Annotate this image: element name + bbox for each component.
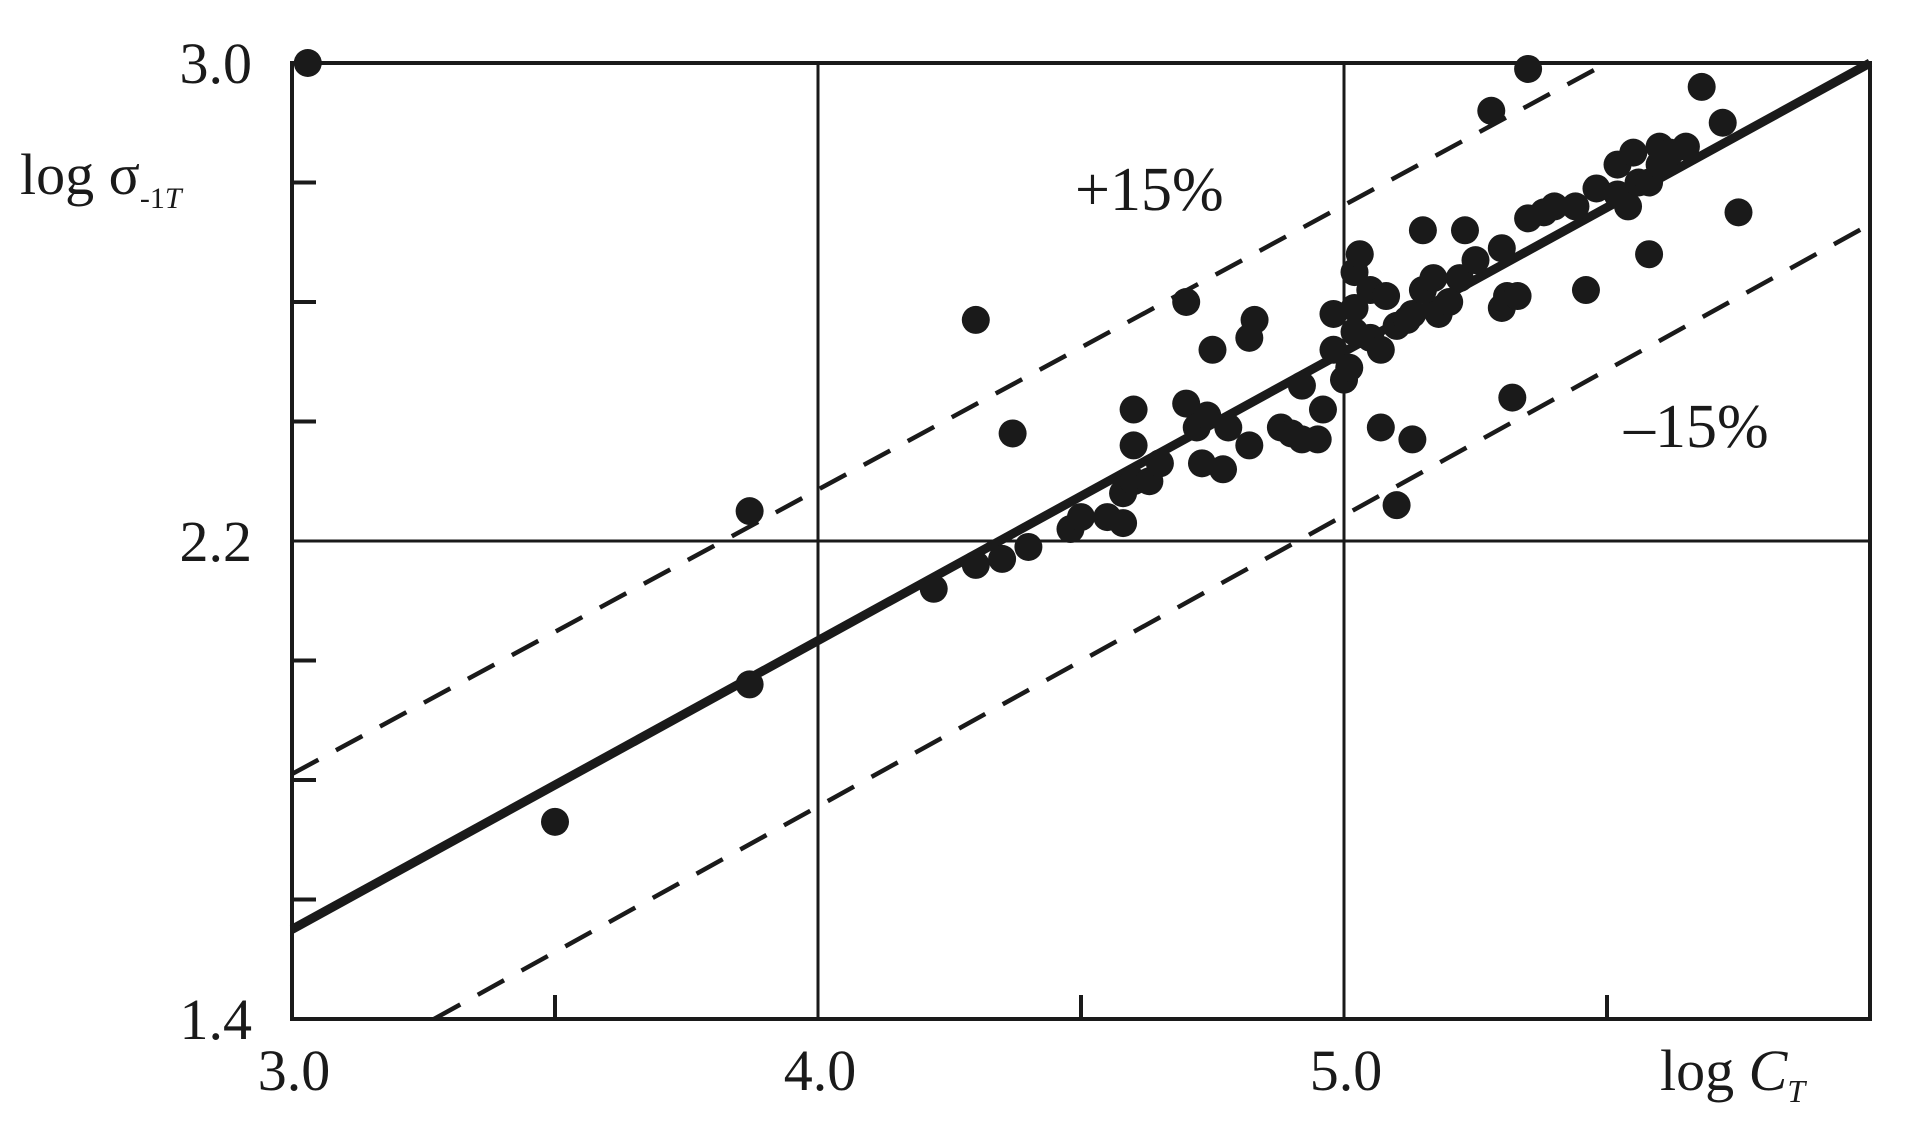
data-point (988, 544, 1017, 573)
y-axis-label-sub: -1 (140, 182, 165, 215)
upper-band-label: +15% (1075, 156, 1224, 224)
data-point (1014, 532, 1043, 561)
x-axis-label-main: log (1660, 1038, 1749, 1103)
grid-lines (292, 63, 1870, 1019)
data-point (1067, 503, 1095, 532)
data-point (1145, 449, 1174, 478)
data-point (1303, 425, 1332, 454)
data-point (1209, 455, 1238, 484)
y-tick-label: 3.0 (180, 31, 253, 96)
data-point (1119, 431, 1148, 460)
y-axis-label-sub-italic: T (165, 182, 184, 215)
data-point (1619, 138, 1648, 167)
data-point (1240, 305, 1269, 334)
data-point (1450, 216, 1479, 245)
x-tick-label: 3.0 (258, 1038, 331, 1103)
data-point (1540, 192, 1569, 221)
data-point (1366, 413, 1395, 442)
data-point (1561, 192, 1590, 221)
data-point (1614, 192, 1643, 221)
data-point (1193, 401, 1222, 430)
data-point (1187, 449, 1216, 478)
lower-band-line (432, 222, 1872, 1021)
data-point (1335, 353, 1364, 382)
data-point (735, 497, 764, 526)
data-point (1487, 234, 1516, 263)
data-point (1687, 72, 1716, 101)
data-point (1498, 383, 1527, 412)
x-axis-label-sub: T (1787, 1073, 1807, 1109)
data-point (1635, 240, 1664, 269)
data-point (735, 670, 764, 699)
data-point (1461, 246, 1490, 275)
y-tick-label: 1.4 (180, 987, 253, 1052)
data-point (1340, 293, 1369, 322)
fit-line-group (289, 59, 1873, 934)
data-point (1109, 509, 1138, 538)
data-point (1408, 216, 1437, 245)
data-point (1582, 174, 1611, 203)
data-point (1671, 132, 1700, 161)
y-tick-label: 2.2 (180, 509, 253, 574)
data-point (1287, 371, 1316, 400)
data-point (1445, 264, 1474, 293)
data-point (1571, 276, 1600, 305)
x-axis-label: log CT (1660, 1038, 1807, 1109)
data-point (541, 807, 569, 836)
axis-ticks (292, 180, 1609, 1019)
data-point (1345, 240, 1374, 269)
lower-band-label: –15% (1623, 393, 1769, 461)
data-point (919, 574, 948, 603)
data-point (1708, 108, 1737, 137)
data-point (1198, 335, 1227, 364)
data-point (1398, 299, 1427, 328)
data-point (961, 550, 990, 579)
band-lines (290, 61, 1872, 1021)
data-point (1235, 431, 1264, 460)
data-point (1724, 198, 1753, 227)
data-point (1308, 395, 1337, 424)
data-point (1382, 491, 1411, 520)
fit-line (289, 59, 1873, 934)
tick-labels: 3.0 4.0 5.0 1.4 2.2 3.0 (180, 31, 1383, 1103)
data-point (1319, 335, 1348, 364)
data-point (1419, 264, 1448, 293)
data-point (1477, 96, 1506, 125)
data-point (1398, 425, 1427, 454)
data-point (1214, 413, 1243, 442)
plot-frame (290, 61, 1872, 1021)
data-point (961, 305, 990, 334)
data-point (1172, 389, 1201, 418)
data-point (998, 419, 1027, 448)
data-point (1372, 282, 1401, 311)
y-axis-label-main: log σ (20, 142, 140, 207)
data-points (293, 49, 1753, 836)
data-point (1366, 335, 1395, 364)
data-point (1119, 395, 1148, 424)
data-point (1503, 282, 1532, 311)
x-tick-label: 5.0 (1310, 1038, 1383, 1103)
data-point (1172, 288, 1201, 316)
data-point (1319, 299, 1348, 328)
x-tick-label: 4.0 (784, 1038, 857, 1103)
data-point (1514, 54, 1543, 83)
x-axis-label-italic: C (1749, 1038, 1789, 1103)
data-point (1435, 288, 1464, 316)
y-axis-label: log σ-1T (20, 142, 184, 215)
